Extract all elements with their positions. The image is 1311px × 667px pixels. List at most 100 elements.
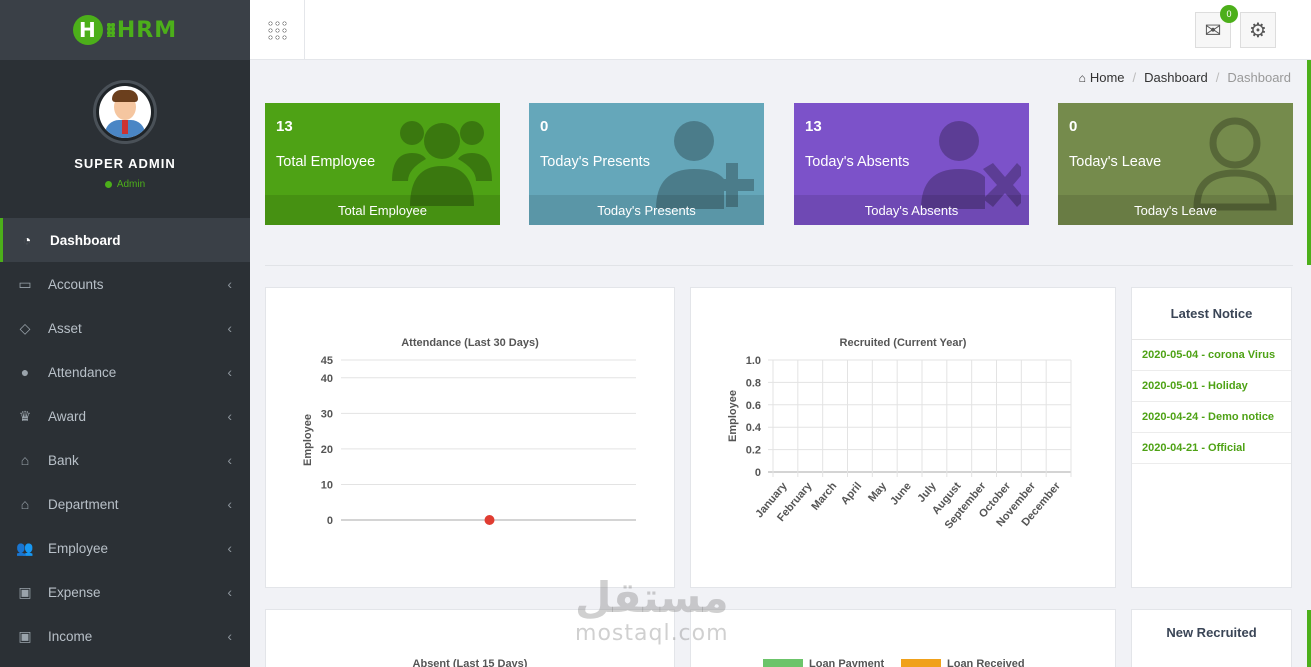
notice-item[interactable]: 2020-04-24 - Demo notice bbox=[1132, 402, 1291, 433]
y-tick-label: 40 bbox=[321, 373, 333, 385]
settings-button[interactable]: ⚙ bbox=[1240, 12, 1276, 48]
logo-text: HRM bbox=[116, 17, 178, 43]
sidebar-item-award[interactable]: ♛ Award ‹ bbox=[0, 394, 250, 438]
legend-swatch-loan-received[interactable] bbox=[901, 659, 941, 667]
notice-item[interactable]: 2020-04-21 - Official bbox=[1132, 433, 1291, 464]
absent-chart-panel: Absent (Last 15 Days) bbox=[265, 609, 675, 667]
attendance-chart: Attendance (Last 30 Days) 0 10 20 30 40 45 Empl… bbox=[302, 337, 636, 527]
y-tick-label: 0.8 bbox=[746, 377, 761, 389]
sidebar-item-label: Award bbox=[48, 408, 87, 424]
sidebar-item-expense[interactable]: ▣ Expense ‹ bbox=[0, 570, 250, 614]
y-tick-label: 0.2 bbox=[746, 445, 761, 457]
sidebar-item-income[interactable]: ▣ Income ‹ bbox=[0, 614, 250, 658]
topbar: ✉ 0 ⚙ bbox=[250, 0, 1311, 60]
avatar[interactable] bbox=[93, 80, 157, 144]
chevron-left-icon: ‹ bbox=[227, 320, 232, 336]
data-point bbox=[484, 515, 495, 525]
section-divider bbox=[265, 265, 1293, 266]
latest-notice-title: Latest Notice bbox=[1132, 288, 1291, 340]
y-tick-label: 0.4 bbox=[746, 422, 762, 434]
sidebar: H HRM SUPER ADMIN Admin ◔ Dashboard ▭ Ac… bbox=[0, 0, 250, 667]
money-icon: ▣ bbox=[18, 627, 32, 644]
logo-dots bbox=[106, 23, 115, 37]
trophy-icon: ♛ bbox=[18, 407, 32, 424]
breadcrumb-home[interactable]: Home bbox=[1089, 70, 1125, 85]
card-footer[interactable]: Today's Leave bbox=[1058, 195, 1293, 225]
sidebar-item-department[interactable]: ⌂ Department ‹ bbox=[0, 482, 250, 526]
x-tick-label: March bbox=[809, 480, 839, 513]
y-tick-label: 1.0 bbox=[746, 355, 761, 367]
absent-chart-title: Absent (Last 15 Days) bbox=[412, 658, 528, 667]
users-group-icon bbox=[392, 121, 492, 206]
card-footer[interactable]: Today's Presents bbox=[529, 195, 764, 225]
chevron-left-icon: ‹ bbox=[227, 540, 232, 556]
recruited-chart: Recruited (Current Year) 0 0.2 0.4 0.6 0.8 1.0… bbox=[727, 337, 1072, 531]
todays-presents-card[interactable]: 0 Today's Presents Today's Presents bbox=[529, 103, 764, 225]
sidebar-item-label: Asset bbox=[48, 320, 82, 336]
card-value: 0 bbox=[1069, 118, 1078, 135]
dashboard-icon: ◔ bbox=[22, 232, 32, 248]
sidebar-item-accounts[interactable]: ▭ Accounts ‹ bbox=[0, 262, 250, 306]
chevron-left-icon: ‹ bbox=[227, 452, 232, 468]
messages-count-badge: 0 bbox=[1220, 5, 1238, 23]
apps-menu-button[interactable] bbox=[250, 0, 305, 60]
logo-mark: H bbox=[72, 15, 103, 45]
todays-absents-card[interactable]: 13 Today's Absents Today's Absents bbox=[794, 103, 1029, 225]
legend-label-loan-payment: Loan Payment bbox=[809, 658, 885, 667]
legend-label-loan-received: Loan Received bbox=[947, 658, 1025, 667]
card-footer[interactable]: Today's Absents bbox=[794, 195, 1029, 225]
sidebar-item-label: Employee bbox=[48, 540, 109, 556]
card-value: 13 bbox=[276, 118, 293, 135]
sidebar-item-employee[interactable]: 👥 Employee ‹ bbox=[0, 526, 250, 570]
chart-title: Attendance (Last 30 Days) bbox=[401, 337, 539, 349]
user-times-icon bbox=[921, 121, 1021, 209]
scrollbar-accent[interactable] bbox=[1307, 60, 1311, 265]
profile-role-label: Admin bbox=[116, 179, 146, 190]
chevron-left-icon: ‹ bbox=[227, 496, 232, 512]
watermark-arabic: مستقل bbox=[575, 573, 729, 622]
avatar-image bbox=[99, 86, 151, 138]
grid-icon bbox=[267, 20, 287, 40]
envelope-icon: ✉ bbox=[1204, 19, 1222, 42]
x-tick-label: May bbox=[866, 480, 890, 505]
y-tick-label: 30 bbox=[321, 408, 333, 420]
new-recruited-title: New Recruited bbox=[1166, 625, 1257, 640]
sidebar-item-attendance[interactable]: ● Attendance ‹ bbox=[0, 350, 250, 394]
user-plus-icon bbox=[656, 121, 754, 209]
sidebar-item-label: Bank bbox=[48, 452, 79, 468]
chevron-left-icon: ‹ bbox=[227, 584, 232, 600]
chevron-left-icon: ‹ bbox=[227, 364, 232, 380]
legend-swatch-loan-payment[interactable] bbox=[763, 659, 803, 667]
chevron-left-icon: ‹ bbox=[227, 276, 232, 292]
sidebar-item-bank[interactable]: ⌂ Bank ‹ bbox=[0, 438, 250, 482]
x-tick-label: June bbox=[888, 480, 914, 507]
todays-leave-card[interactable]: 0 Today's Leave Today's Leave bbox=[1058, 103, 1293, 225]
latest-notice-panel: Latest Notice 2020-05-04 - corona Virus … bbox=[1131, 287, 1292, 588]
card-title: Total Employee bbox=[276, 154, 376, 170]
y-tick-label: 0.6 bbox=[746, 400, 761, 412]
sidebar-item-label: Accounts bbox=[48, 276, 104, 292]
notice-item[interactable]: 2020-05-01 - Holiday bbox=[1132, 371, 1291, 402]
sidebar-item-dashboard[interactable]: ◔ Dashboard bbox=[0, 218, 250, 262]
y-tick-label: 0 bbox=[755, 467, 761, 479]
y-tick-label: 45 bbox=[321, 355, 333, 367]
watermark: مستقل mostaql.com bbox=[575, 573, 729, 647]
notice-item[interactable]: 2020-05-04 - corona Virus bbox=[1132, 340, 1291, 371]
bank-icon: ⌂ bbox=[20, 452, 30, 468]
card-title: Today's Leave bbox=[1069, 154, 1162, 170]
app-logo[interactable]: H HRM bbox=[72, 15, 178, 45]
breadcrumb-dashboard[interactable]: Dashboard bbox=[1144, 70, 1208, 85]
total-employee-card[interactable]: 13 Total Employee Total Employee bbox=[265, 103, 500, 225]
y-axis-label: Employee bbox=[302, 414, 314, 466]
scrollbar-accent[interactable] bbox=[1307, 610, 1311, 667]
messages-button[interactable]: ✉ 0 bbox=[1195, 5, 1238, 48]
watermark-latin: mostaql.com bbox=[575, 621, 729, 646]
card-footer[interactable]: Total Employee bbox=[265, 195, 500, 225]
sidebar-item-asset[interactable]: ◇ Asset ‹ bbox=[0, 306, 250, 350]
user-outline-icon bbox=[1193, 117, 1277, 211]
y-tick-label: 20 bbox=[321, 444, 333, 456]
sidebar-item-label: Income bbox=[48, 628, 93, 644]
y-tick-label: 10 bbox=[321, 479, 333, 491]
new-recruited-panel: New Recruited bbox=[1131, 609, 1292, 667]
money-icon: ▣ bbox=[18, 583, 32, 600]
